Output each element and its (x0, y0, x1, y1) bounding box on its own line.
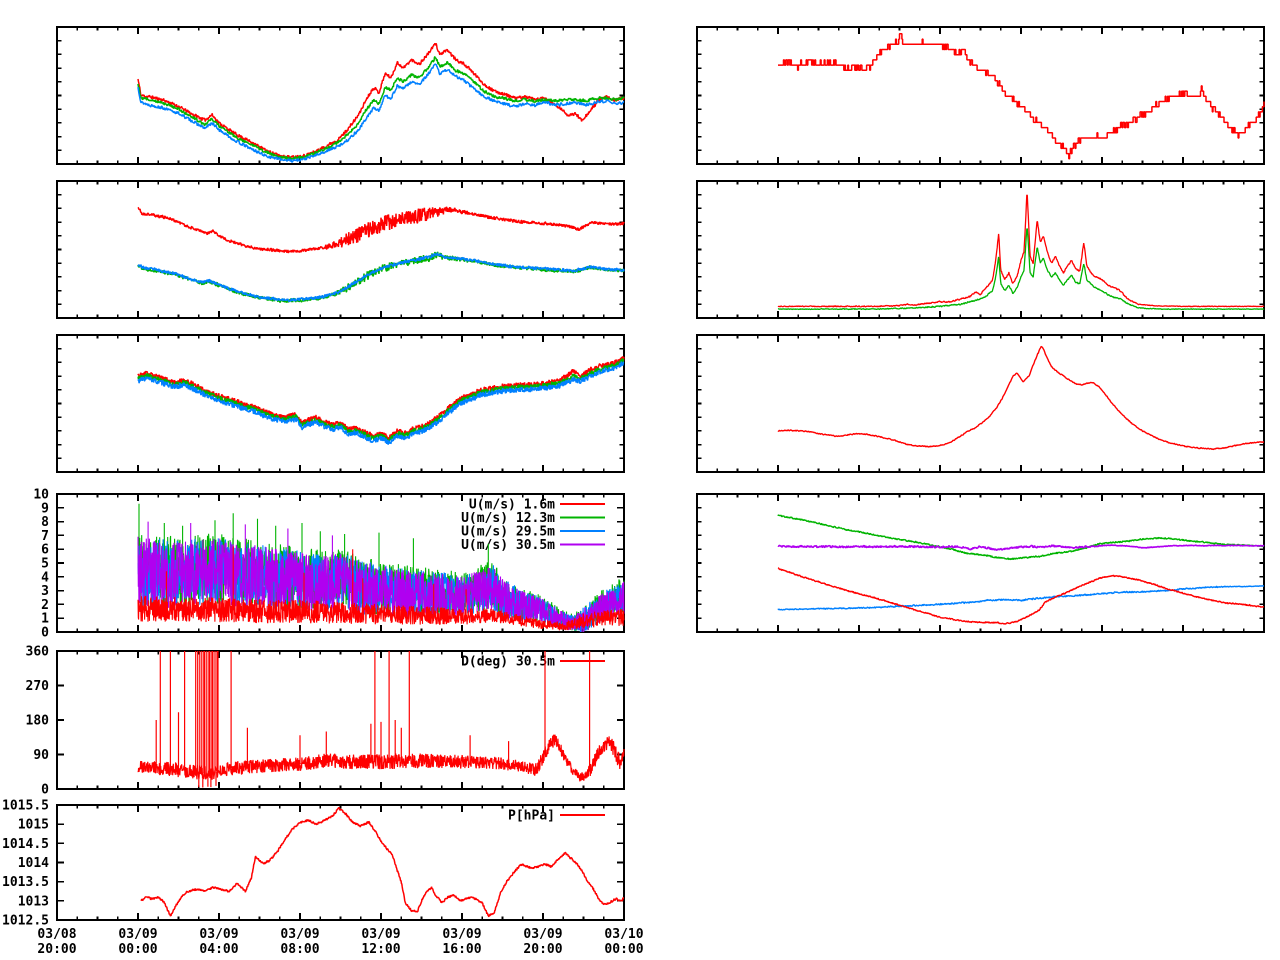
series-blue (137, 63, 625, 163)
y-tick-label: 1015 (18, 818, 49, 833)
series-green (137, 358, 625, 443)
x-tick-date: 03/10 (604, 927, 643, 942)
plot-frame (56, 180, 625, 319)
x-tick-date: 03/08 (37, 927, 76, 942)
series-green (137, 251, 625, 304)
series-green (137, 56, 625, 161)
series-green (777, 228, 1265, 311)
plot-frame (56, 493, 625, 633)
series-purple (777, 544, 1265, 551)
legend-label: P[hPa] (508, 809, 555, 824)
plot-left-2 (56, 180, 625, 319)
series-red (137, 651, 625, 788)
series-blue (777, 585, 1264, 611)
legend-label: U(m/s) 30.5m (461, 538, 555, 553)
plot-frame (696, 180, 1265, 319)
x-tick-date: 03/09 (361, 927, 400, 942)
y-tick-label: 0 (41, 783, 49, 798)
plot-frame (56, 650, 625, 790)
series-green (777, 514, 1265, 561)
y-tick-label: 0 (41, 626, 49, 641)
legend-label: U(m/s) 29.5m (461, 525, 555, 540)
axis-ticks (696, 494, 1265, 632)
x-tick-date: 03/09 (523, 927, 562, 942)
plot-frame (696, 26, 1265, 165)
axis-ticks (56, 335, 625, 472)
x-tick-time: 12:00 (361, 942, 400, 957)
series-red (137, 42, 625, 159)
y-tick-label: 1014 (18, 856, 49, 871)
series-red (777, 567, 1265, 625)
x-tick-time: 00:00 (118, 942, 157, 957)
series-blue (137, 361, 625, 445)
series-blue (137, 252, 625, 303)
x-tick-time: 04:00 (199, 942, 238, 957)
plot-pressure: 1012.5 1013 1013.5 1014 1014.5 1015 1015.5 03/0… (2, 799, 644, 958)
y-tick-label: 1014.5 (2, 837, 49, 852)
plot-right-2 (696, 180, 1265, 319)
y-tick-label: 6 (41, 543, 49, 558)
plot-wind-direction: 0 90 180 270 360 D(deg) 30.5m (26, 645, 625, 798)
legend-label: U(m/s) 12.3m (461, 511, 555, 526)
plot-frame (696, 334, 1265, 473)
plot-right-3 (696, 334, 1265, 473)
axis-ticks (696, 181, 1265, 318)
y-tick-label: 1015.5 (2, 799, 49, 814)
series-red (137, 546, 625, 631)
y-tick-label: 1012.5 (2, 914, 49, 929)
plot-right-4 (696, 493, 1265, 633)
x-tick-time: 20:00 (523, 942, 562, 957)
series-red (140, 806, 625, 918)
plot-left-3 (56, 334, 625, 473)
y-tick-label: 1 (41, 612, 49, 627)
series-red (137, 206, 625, 254)
y-tick-label: 180 (26, 714, 50, 729)
legend-label: D(deg) 30.5m (461, 655, 555, 670)
series-red (777, 345, 1264, 451)
y-tick-label: 90 (33, 748, 49, 763)
y-tick-label: 3 (41, 584, 49, 599)
axis-ticks (696, 335, 1265, 472)
x-tick-date: 03/09 (442, 927, 481, 942)
plot-frame (56, 26, 625, 165)
plot-frame (56, 804, 625, 921)
y-tick-label: 1013 (18, 894, 49, 909)
axis-ticks (56, 181, 625, 318)
y-tick-label: 8 (41, 515, 49, 530)
x-tick-time: 00:00 (604, 942, 643, 957)
y-tick-label: 10 (33, 488, 49, 503)
x-tick-date: 03/09 (280, 927, 319, 942)
y-tick-label: 270 (26, 679, 50, 694)
plot-frame (696, 493, 1265, 633)
legend-label: U(m/s) 1.6m (469, 498, 555, 513)
y-tick-label: 2 (41, 598, 49, 613)
series-purple (137, 521, 625, 633)
x-tick-time: 16:00 (442, 942, 481, 957)
x-tick-time: 20:00 (37, 942, 76, 957)
x-tick-time: 08:00 (280, 942, 319, 957)
x-tick-date: 03/09 (199, 927, 238, 942)
plot-frame (56, 334, 625, 473)
x-tick-date: 03/09 (118, 927, 157, 942)
plot-right-1 (696, 26, 1265, 165)
plot-left-1 (56, 26, 625, 165)
series-red (778, 33, 1265, 160)
y-tick-label: 5 (41, 557, 49, 572)
y-tick-label: 360 (26, 645, 50, 660)
series-red (777, 194, 1265, 308)
y-tick-label: 1013.5 (2, 875, 49, 890)
y-tick-label: 4 (41, 570, 49, 585)
y-tick-label: 9 (41, 501, 49, 516)
y-tick-label: 7 (41, 529, 49, 544)
